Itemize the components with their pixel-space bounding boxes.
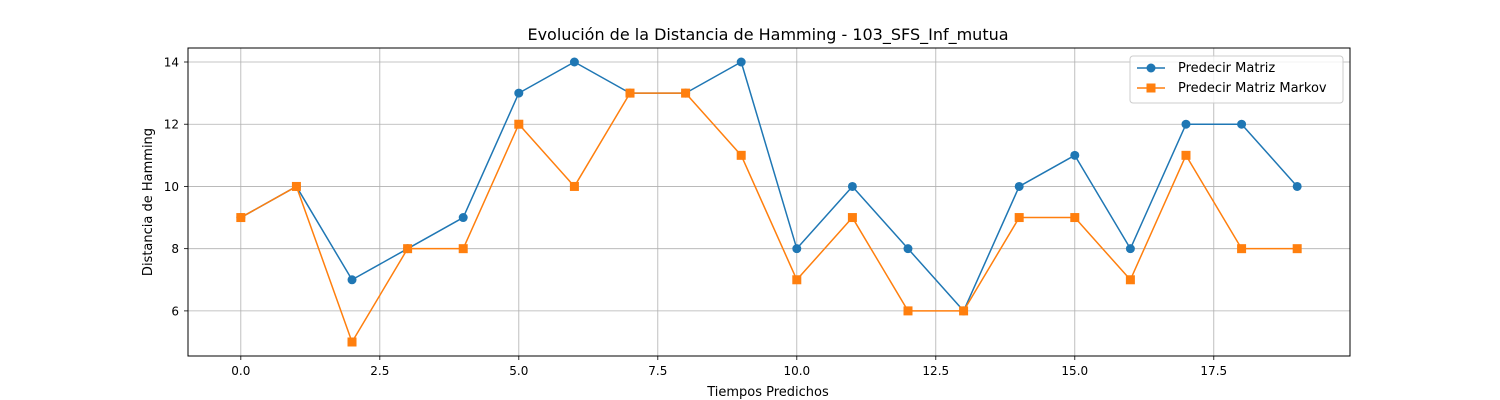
series-2-point: [569, 181, 579, 191]
x-tick-label: 10.0: [783, 364, 810, 378]
legend-marker-series-2: [1146, 83, 1156, 93]
series-2-point: [1181, 150, 1191, 160]
series-1-point: [1070, 150, 1080, 160]
series-2: [236, 88, 1302, 347]
legend-label-series-2: Predecir Matriz Markov: [1178, 81, 1327, 96]
y-tick-label: 12: [164, 118, 179, 132]
x-tick-label: 17.5: [1200, 364, 1227, 378]
series-1-point: [903, 244, 913, 254]
series-2-point: [1014, 213, 1024, 223]
series-1-point: [1181, 119, 1191, 129]
series-2-point: [625, 88, 635, 98]
series-2-point: [458, 244, 468, 254]
series-1-line: [240, 61, 1298, 312]
series-2-point: [236, 213, 246, 223]
chart-title: Evolución de la Distancia de Hamming - 1…: [527, 25, 1008, 45]
series-2-point: [792, 275, 802, 285]
series-1-point: [847, 181, 857, 191]
x-axis-label: Tiempos Predichos: [706, 385, 829, 400]
x-tick-label: 7.5: [648, 364, 667, 378]
series-2-point: [403, 244, 413, 254]
series-2-point: [1125, 275, 1135, 285]
series-1-point: [1292, 181, 1302, 191]
series-layer: [236, 57, 1302, 347]
axis-ticks: 0.0 2.5 5.0 7.5 10.0 12.5 15.0 17.5 6 8 10 12 14: [164, 56, 1227, 379]
series-1-point: [1014, 181, 1024, 191]
x-tick-label: 2.5: [370, 364, 389, 378]
legend-box: [1129, 55, 1344, 104]
series-1-point: [1125, 244, 1135, 254]
series-2-point: [903, 306, 913, 316]
x-tick-label: 15.0: [1061, 364, 1088, 378]
legend-label-series-1: Predecir Matriz: [1178, 61, 1275, 76]
series-2-point: [959, 306, 969, 316]
legend-marker-series-1: [1146, 63, 1156, 73]
series-2-point: [1070, 213, 1080, 223]
series-1-point: [458, 213, 468, 223]
y-tick-label: 10: [164, 180, 179, 194]
series-1-point: [736, 57, 746, 67]
series-1-point: [569, 57, 579, 67]
series-1-point: [1237, 119, 1247, 129]
series-2-point: [1292, 244, 1302, 254]
y-axis-label: Distancia de Hamming: [141, 128, 156, 276]
x-tick-label: 5.0: [509, 364, 528, 378]
y-tick-label: 6: [171, 304, 179, 318]
series-2-point: [681, 88, 691, 98]
series-2-point: [847, 213, 857, 223]
series-2-point: [347, 337, 357, 347]
series-1-point: [514, 88, 524, 98]
series-2-point: [1237, 244, 1247, 254]
series-1-point: [347, 275, 357, 285]
series-2-point: [736, 150, 746, 160]
series-2-point: [514, 119, 524, 129]
series-2-line: [240, 92, 1298, 343]
x-tick-label: 0.0: [231, 364, 250, 378]
series-1-point: [792, 244, 802, 254]
y-tick-label: 14: [164, 56, 179, 70]
series-2-point: [291, 181, 301, 191]
y-tick-label: 8: [171, 242, 179, 256]
x-tick-label: 12.5: [922, 364, 949, 378]
legend: Predecir Matriz Predecir Matriz Markov: [1129, 55, 1344, 104]
plot-frame: [187, 47, 1351, 357]
